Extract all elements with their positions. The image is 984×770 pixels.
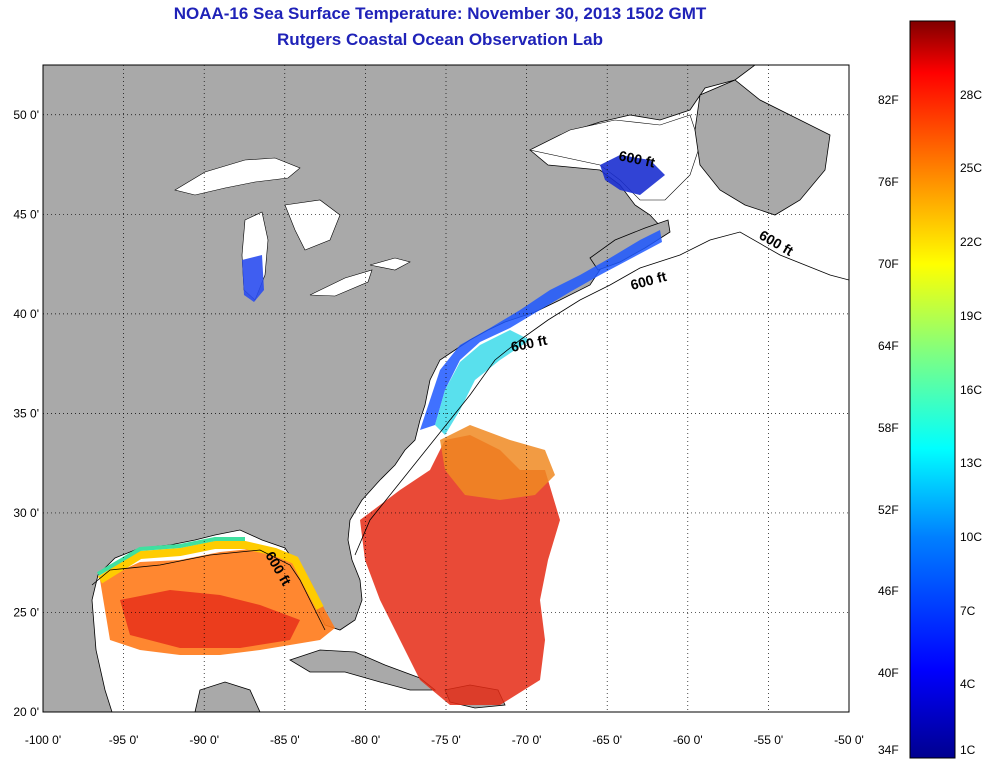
y-tick-label: 50 0': [13, 108, 39, 122]
y-tick-label: 45 0': [13, 207, 39, 221]
colorbar-fahrenheit-label: 64F: [878, 338, 899, 353]
y-tick-label: 35 0': [13, 406, 39, 420]
contour-label-4: 600 ft: [509, 332, 548, 355]
map-frame: [42, 64, 850, 713]
land-newfoundland: [694, 79, 831, 216]
colorbar: [909, 20, 956, 759]
x-tick-label: -85 0': [270, 733, 300, 747]
contour-label-1: 600 ft: [617, 147, 656, 170]
colorbar-celsius-label: 7C: [960, 603, 976, 618]
sst-st-lawrence: [600, 155, 665, 195]
x-tick-label: -70 0': [512, 733, 542, 747]
x-tick-label: -55 0': [754, 733, 784, 747]
x-tick-label: -90 0': [189, 733, 219, 747]
x-tick-label: -50 0': [834, 733, 864, 747]
depth-contour-600ft: [91, 231, 849, 631]
sst-northeast-cool: [420, 230, 662, 430]
colorbar-fahrenheit-label: 76F: [878, 175, 899, 190]
colorbar-fahrenheit-label: 34F: [878, 743, 899, 757]
colorbar-celsius-label: 25C: [960, 161, 983, 176]
x-tick-label: -100 0': [25, 733, 61, 747]
y-tick-label: 40 0': [13, 307, 39, 321]
lake-erie: [309, 269, 373, 297]
x-tick-label: -95 0': [109, 733, 139, 747]
colorbar-fahrenheit-label: 46F: [878, 584, 899, 599]
lake-ontario: [369, 257, 411, 271]
lake-superior: [174, 157, 301, 196]
sst-gulf-hot: [120, 590, 300, 648]
y-tick-label: 30 0': [13, 506, 39, 520]
x-tick-label: -80 0': [351, 733, 381, 747]
sst-gulf-coastal-cool: [96, 537, 245, 576]
sst-lake-michigan: [242, 255, 264, 302]
sst-gulf-stream: [360, 435, 560, 705]
colorbar-fahrenheit-label: 58F: [878, 420, 899, 435]
colorbar-fahrenheit-label: 52F: [878, 502, 899, 517]
colorbar-celsius-label: 22C: [960, 235, 983, 250]
colorbar-celsius-label: 16C: [960, 382, 983, 397]
colorbar-celsius-label: 19C: [960, 308, 983, 323]
colorbar-celsius-label: 13C: [960, 456, 983, 471]
colorbar-celsius-label: 28C: [960, 87, 983, 102]
colorbar-celsius-label: 1C: [960, 743, 976, 757]
chart-title: NOAA-16 Sea Surface Temperature: Novembe…: [173, 4, 707, 23]
y-tick-label: 25 0': [13, 605, 39, 619]
colorbar-fahrenheit-label: 82F: [878, 93, 899, 108]
x-tick-label: -75 0': [431, 733, 461, 747]
colorbar-celsius-label: 10C: [960, 529, 983, 544]
colorbar-fahrenheit-label: 40F: [878, 666, 899, 681]
colorbar-celsius-label: 4C: [960, 677, 976, 692]
chart-subtitle: Rutgers Coastal Ocean Observation Lab: [277, 30, 603, 49]
lake-huron: [284, 199, 341, 251]
land-yucatan: [194, 681, 261, 712]
x-tick-label: -60 0': [673, 733, 703, 747]
x-tick-label: -65 0': [592, 733, 622, 747]
sst-gulf-coastal: [97, 541, 324, 610]
y-axis-ticks: 50 0' 45 0' 40 0' 35 0' 30 0' 25 0' 20 0': [13, 108, 39, 719]
x-axis-ticks: -100 0' -95 0' -90 0' -85 0' -80 0' -75 0' -70…: [25, 733, 864, 747]
colorbar-fahrenheit-label: 70F: [878, 256, 899, 271]
y-tick-label: 20 0': [13, 705, 39, 719]
